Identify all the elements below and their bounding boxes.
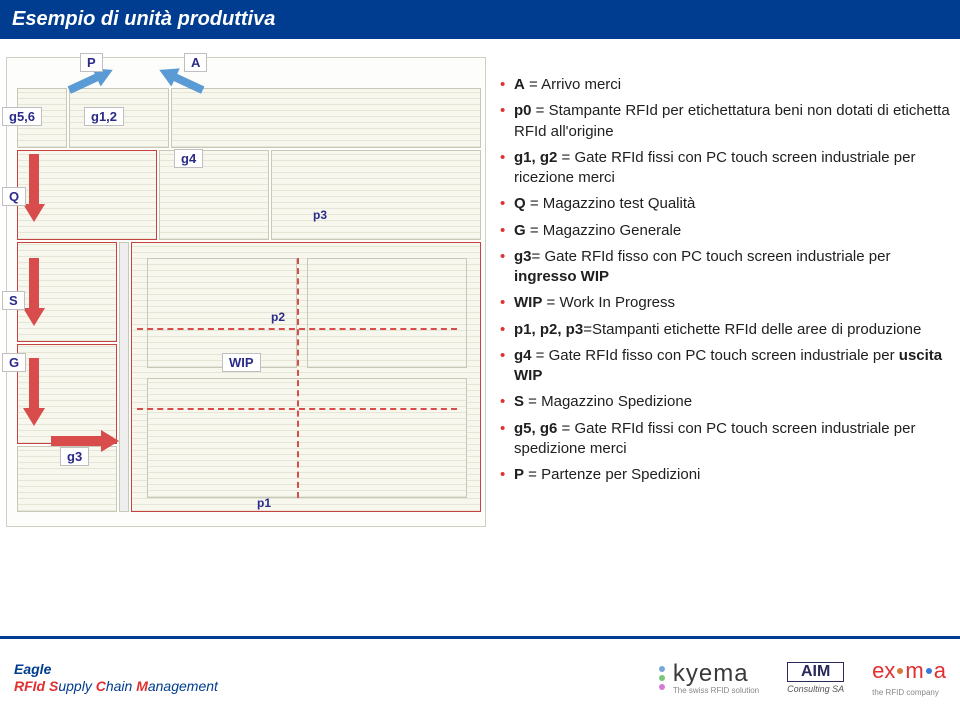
label-p2: p2 xyxy=(271,310,285,324)
arrow-flow-2 xyxy=(21,258,47,328)
footer-title: Eagle xyxy=(14,661,218,678)
footer-subtitle: RFId Supply Chain Management xyxy=(14,678,218,695)
label-Q: Q xyxy=(2,187,26,206)
label-A: A xyxy=(184,53,207,72)
logo-eximia-text: ex xyxy=(872,658,895,684)
label-g56: g5,6 xyxy=(2,107,42,126)
logo-eximia-text2: m xyxy=(905,658,923,684)
slide-title: Esempio di unità produttiva xyxy=(0,0,960,39)
bullet-item: p1, p2, p3=Stampanti etichette RFId dell… xyxy=(498,320,950,340)
bullet-item: g5, g6 = Gate RFId fissi con PC touch sc… xyxy=(498,419,950,460)
label-g12: g1,2 xyxy=(84,107,124,126)
label-S: S xyxy=(2,291,25,310)
logo-kyema: kyema The swiss RFID solution xyxy=(659,660,759,695)
label-g3: g3 xyxy=(60,447,89,466)
footer: Eagle RFId Supply Chain Management kyema… xyxy=(0,636,960,716)
logo-eximia: ex m a the RFID company xyxy=(872,658,946,697)
bullet-item: g4 = Gate RFId fisso con PC touch screen… xyxy=(498,346,950,387)
label-P: P xyxy=(80,53,103,72)
bullet-item: S = Magazzino Spedizione xyxy=(498,392,950,412)
label-G: G xyxy=(2,353,26,372)
bullet-item: Q = Magazzino test Qualità xyxy=(498,194,950,214)
bullet-item: g1, g2 = Gate RFId fissi con PC touch sc… xyxy=(498,148,950,189)
bullet-item: WIP = Work In Progress xyxy=(498,293,950,313)
bullet-item: g3= Gate RFId fisso con PC touch screen … xyxy=(498,247,950,288)
label-p3: p3 xyxy=(313,208,327,222)
label-WIP: WIP xyxy=(222,353,261,372)
diagram-column: P A g5,6 g1,2 g4 Q S G g3 WIP xyxy=(6,57,486,527)
footer-logos: kyema The swiss RFID solution AIM Consul… xyxy=(659,658,946,697)
logo-eximia-sub: the RFID company xyxy=(872,688,939,697)
logo-aim-sub: Consulting SA xyxy=(787,684,844,694)
bullet-item: A = Arrivo merci xyxy=(498,75,950,95)
label-p1: p1 xyxy=(257,496,271,510)
bullet-column: A = Arrivo merci p0 = Stampante RFId per … xyxy=(498,57,950,527)
logo-aim-text: AIM xyxy=(787,662,844,682)
bullet-item: G = Magazzino Generale xyxy=(498,221,950,241)
bullet-item: p0 = Stampante RFId per etichettatura be… xyxy=(498,101,950,142)
logo-kyema-sub: The swiss RFID solution xyxy=(673,686,759,695)
bullet-item: P = Partenze per Spedizioni xyxy=(498,465,950,485)
footer-product-name: Eagle RFId Supply Chain Management xyxy=(14,661,218,695)
label-g4: g4 xyxy=(174,149,203,168)
logo-aim: AIM Consulting SA xyxy=(787,662,844,694)
bullet-list: A = Arrivo merci p0 = Stampante RFId per … xyxy=(498,75,950,485)
content-row: P A g5,6 g1,2 g4 Q S G g3 WIP xyxy=(0,39,960,527)
logo-kyema-text: kyema xyxy=(673,660,759,688)
logo-eximia-text3: a xyxy=(934,658,946,684)
